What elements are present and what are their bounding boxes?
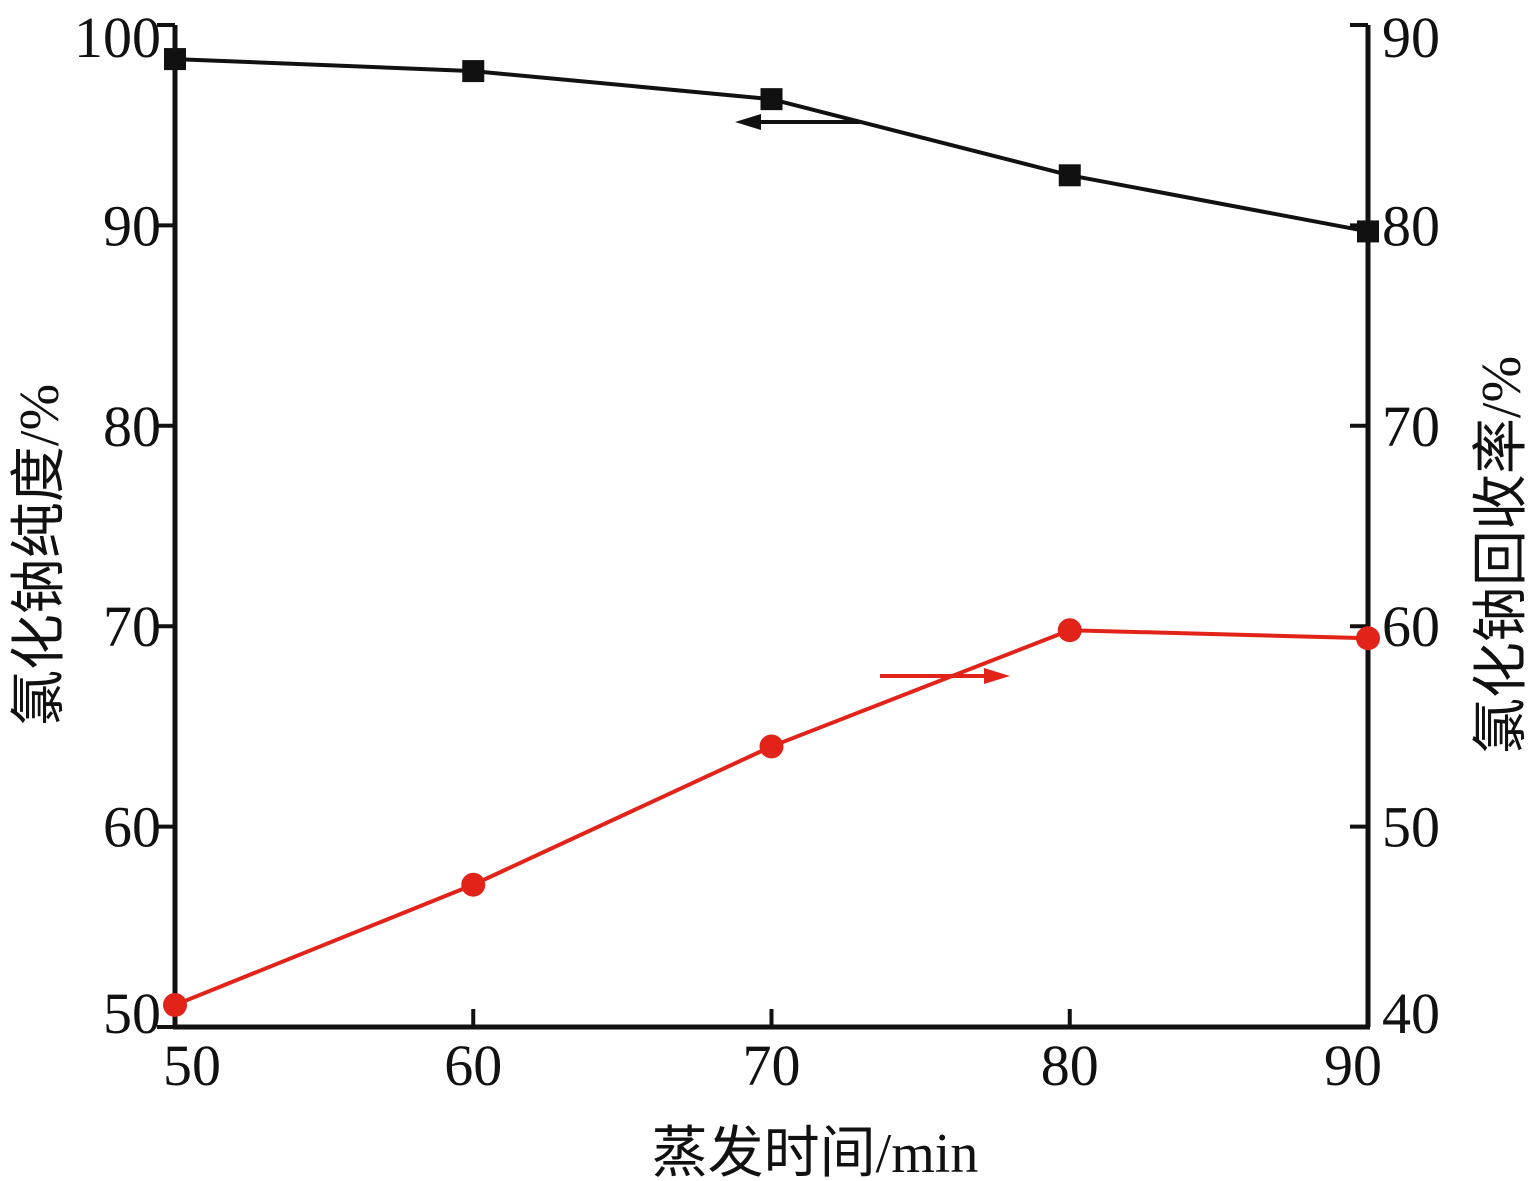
right-y-tick-label: 70 <box>1382 394 1440 459</box>
series-point <box>1057 618 1082 643</box>
labels: 蒸发时间/min 氯化钠纯度/% 氯化钠回收率/% <box>9 356 1533 1181</box>
axis-indicator-arrow <box>735 114 860 130</box>
series-point <box>1357 220 1379 243</box>
x-tick-label: 80 <box>1041 1033 1099 1098</box>
series-point <box>1356 626 1380 651</box>
left-y-tick-label: 70 <box>103 594 161 659</box>
left-y-tick-label: 80 <box>103 394 161 459</box>
left-y-tick-label: 100 <box>74 5 161 70</box>
series <box>163 48 1380 1017</box>
series-point <box>462 60 485 83</box>
series-point <box>163 992 187 1017</box>
axis-indicator-arrow <box>880 668 1010 684</box>
right-y-tick-label: 40 <box>1382 981 1440 1046</box>
right-y-tick-label: 60 <box>1382 594 1440 659</box>
right-y-tick-label: 50 <box>1382 795 1440 860</box>
left-y-tick-label: 60 <box>103 795 161 860</box>
series-point <box>1058 164 1081 187</box>
series-left-axis <box>164 48 1379 243</box>
left-y-axis-title: 氯化钠纯度/% <box>9 384 71 726</box>
x-tick-label: 50 <box>163 1033 221 1098</box>
left-y-tick-label: 90 <box>103 193 161 258</box>
x-tick-label: 70 <box>743 1033 801 1098</box>
x-tick-label: 90 <box>1324 1033 1382 1098</box>
left-y-tick-label: 50 <box>103 981 161 1046</box>
series-point <box>461 872 486 897</box>
ticks: 50 60 70 80 90 50 60 70 80 90 100 40 50 60 70 80 90 <box>74 5 1440 1098</box>
right-y-axis-title: 氯化钠回收率/% <box>1471 356 1533 754</box>
x-tick-label: 60 <box>444 1033 502 1098</box>
series-point <box>759 734 784 759</box>
series-right-axis <box>163 618 1380 1017</box>
series-point <box>164 48 186 71</box>
x-axis-title: 蒸发时间/min <box>652 1123 979 1181</box>
right-y-tick-label: 90 <box>1382 5 1440 70</box>
series-line <box>174 57 1369 234</box>
series-line <box>174 628 1369 1007</box>
axes <box>172 25 1371 1030</box>
series-point <box>760 88 783 111</box>
right-y-tick-label: 80 <box>1382 193 1440 258</box>
